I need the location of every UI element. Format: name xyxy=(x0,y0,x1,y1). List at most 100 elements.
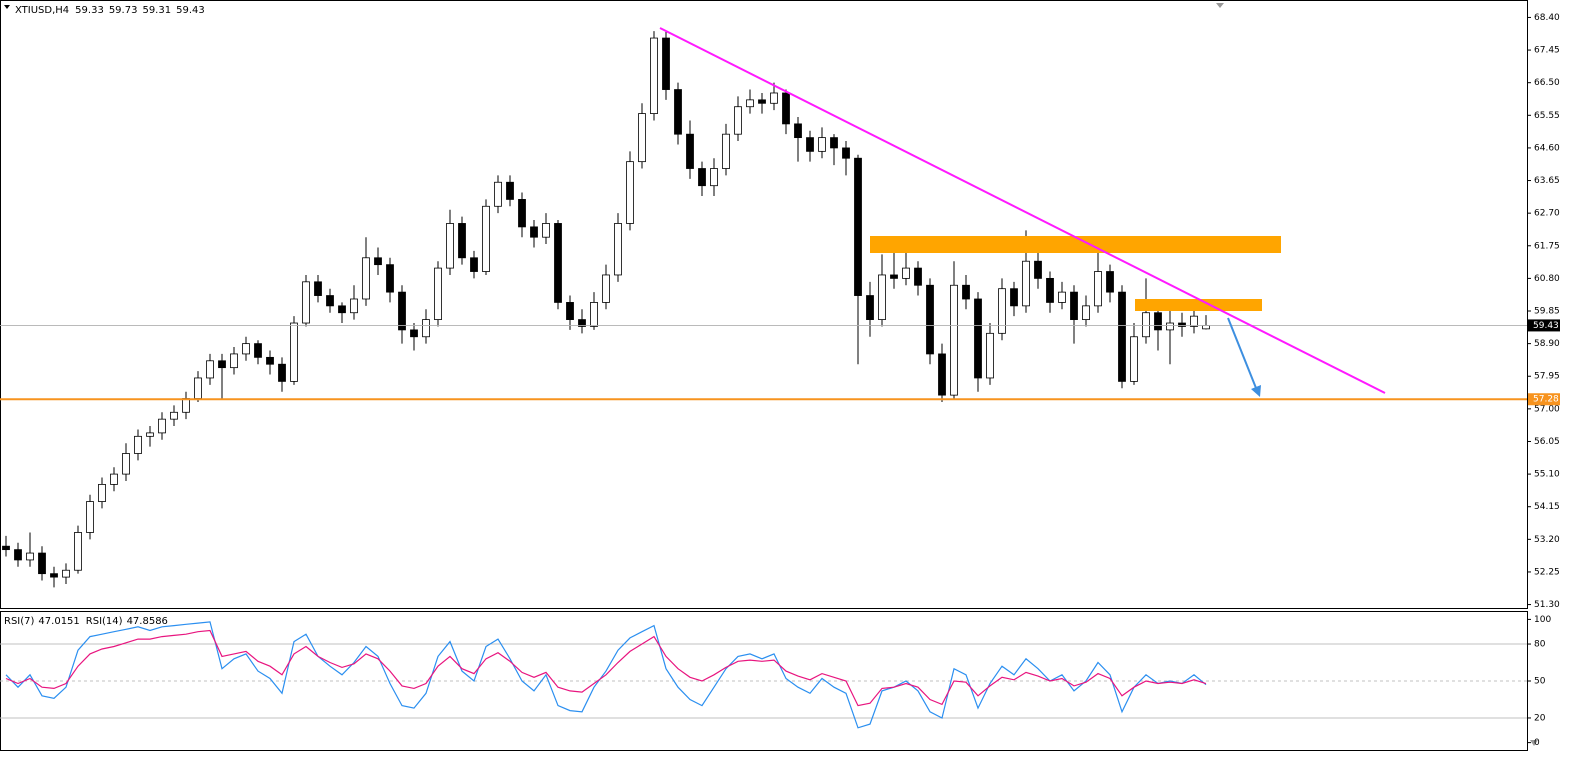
last-price-label: 59.43 xyxy=(1533,321,1559,331)
candle-body xyxy=(110,473,118,485)
candle-body xyxy=(566,302,574,320)
candle-body xyxy=(86,501,94,533)
y-tick-label: 56.05 xyxy=(1534,437,1560,447)
candle-body xyxy=(746,99,754,108)
candle-body xyxy=(650,37,658,114)
trend-line xyxy=(659,27,1386,394)
candle-body xyxy=(1202,325,1210,330)
candle-body xyxy=(50,573,58,578)
forecast-arrowhead xyxy=(1251,385,1261,397)
y-tick-label: 65.55 xyxy=(1534,111,1560,121)
candle-body xyxy=(722,133,730,169)
candle-body xyxy=(26,552,34,561)
candle-body xyxy=(242,343,250,355)
candle-body xyxy=(506,181,514,200)
candle-body xyxy=(734,106,742,135)
candle-body xyxy=(254,343,262,358)
candle-body xyxy=(1094,271,1102,307)
candle-body xyxy=(1118,291,1126,382)
candle-body xyxy=(1046,277,1054,303)
candle-body xyxy=(614,223,622,276)
resistance-zone xyxy=(1135,299,1262,311)
y-tick-label: 57.95 xyxy=(1534,372,1560,382)
candle-body xyxy=(1166,322,1174,331)
candle-body xyxy=(806,137,814,152)
candle-body xyxy=(938,353,946,396)
y-tick-label: 54.15 xyxy=(1534,502,1560,512)
candle-body xyxy=(518,199,526,228)
candle-body xyxy=(338,305,346,314)
candle-body xyxy=(374,257,382,266)
candle-body xyxy=(2,545,10,551)
candle-body xyxy=(674,89,682,135)
candle-body xyxy=(866,295,874,320)
candle-body xyxy=(1154,312,1162,331)
candle-body xyxy=(38,552,46,575)
candle-body xyxy=(458,223,466,259)
y-tick-label: 58.90 xyxy=(1534,339,1560,349)
candle-body xyxy=(434,267,442,320)
high-price: 59.73 xyxy=(109,5,138,16)
rsi-line xyxy=(5,629,1207,707)
candle-body xyxy=(74,532,82,571)
candle-body xyxy=(302,281,310,324)
candle-body xyxy=(1130,336,1138,382)
candle-body xyxy=(686,133,694,169)
rsi-line xyxy=(5,621,1207,729)
close-price: 59.43 xyxy=(176,5,205,16)
candle-body xyxy=(1034,260,1042,279)
y-tick-label: 0 xyxy=(1534,738,1540,748)
candle-body xyxy=(62,569,70,578)
candle-body xyxy=(926,284,934,355)
candle-body xyxy=(1178,322,1186,327)
y-tick-label: 62.70 xyxy=(1534,209,1560,219)
drawings xyxy=(0,27,1527,401)
candle-body xyxy=(278,363,286,382)
candle-body xyxy=(1058,291,1066,303)
candle-body xyxy=(974,298,982,379)
y-tick-label: 68.40 xyxy=(1534,13,1560,23)
last-price-box xyxy=(1528,319,1560,332)
candle-body xyxy=(122,453,130,475)
candle-body xyxy=(914,267,922,286)
price-panel-frame xyxy=(0,0,1528,609)
scroll-marker xyxy=(1530,740,1538,746)
y-tick-label: 20 xyxy=(1534,713,1546,723)
candles xyxy=(2,31,1210,588)
candle-body xyxy=(218,360,226,369)
y-tick-label: 64.60 xyxy=(1534,143,1560,153)
candle-body xyxy=(266,356,274,365)
candle-body xyxy=(818,137,826,152)
candle-body xyxy=(602,274,610,303)
symbol: XTIUSD,H4 xyxy=(15,5,69,16)
menu-arrow[interactable] xyxy=(4,5,10,9)
chart-header: XTIUSD,H4 59.33 59.73 59.31 59.43 xyxy=(15,5,205,16)
y-tick-label: 52.25 xyxy=(1534,567,1560,577)
rsi-name: RSI(14) xyxy=(86,616,123,627)
candle-body xyxy=(1010,288,1018,307)
candle-body xyxy=(950,284,958,396)
candle-body xyxy=(230,353,238,369)
candle-body xyxy=(1106,271,1114,293)
candle-body xyxy=(830,137,838,149)
candle-body xyxy=(590,302,598,327)
candle-body xyxy=(134,435,142,454)
y-tick-label: 55.10 xyxy=(1534,470,1560,480)
rsi-value: 47.0151 xyxy=(38,616,79,627)
low-price: 59.31 xyxy=(142,5,171,16)
y-tick-label: 53.20 xyxy=(1534,535,1560,545)
candle-body xyxy=(662,37,670,90)
candle-body xyxy=(1142,312,1150,338)
rsi-header: RSI(7) 47.0151 RSI(14) 47.8586 xyxy=(4,616,168,627)
candle-body xyxy=(782,92,790,125)
candle-body xyxy=(878,274,886,320)
y-tick-label: 57.00 xyxy=(1534,404,1560,414)
candle-body xyxy=(962,284,970,300)
candle-body xyxy=(638,113,646,163)
candle-body xyxy=(998,288,1006,334)
candle-body xyxy=(386,264,394,293)
candle-body xyxy=(398,291,406,331)
candle-body xyxy=(890,274,898,279)
candle-body xyxy=(626,161,634,224)
